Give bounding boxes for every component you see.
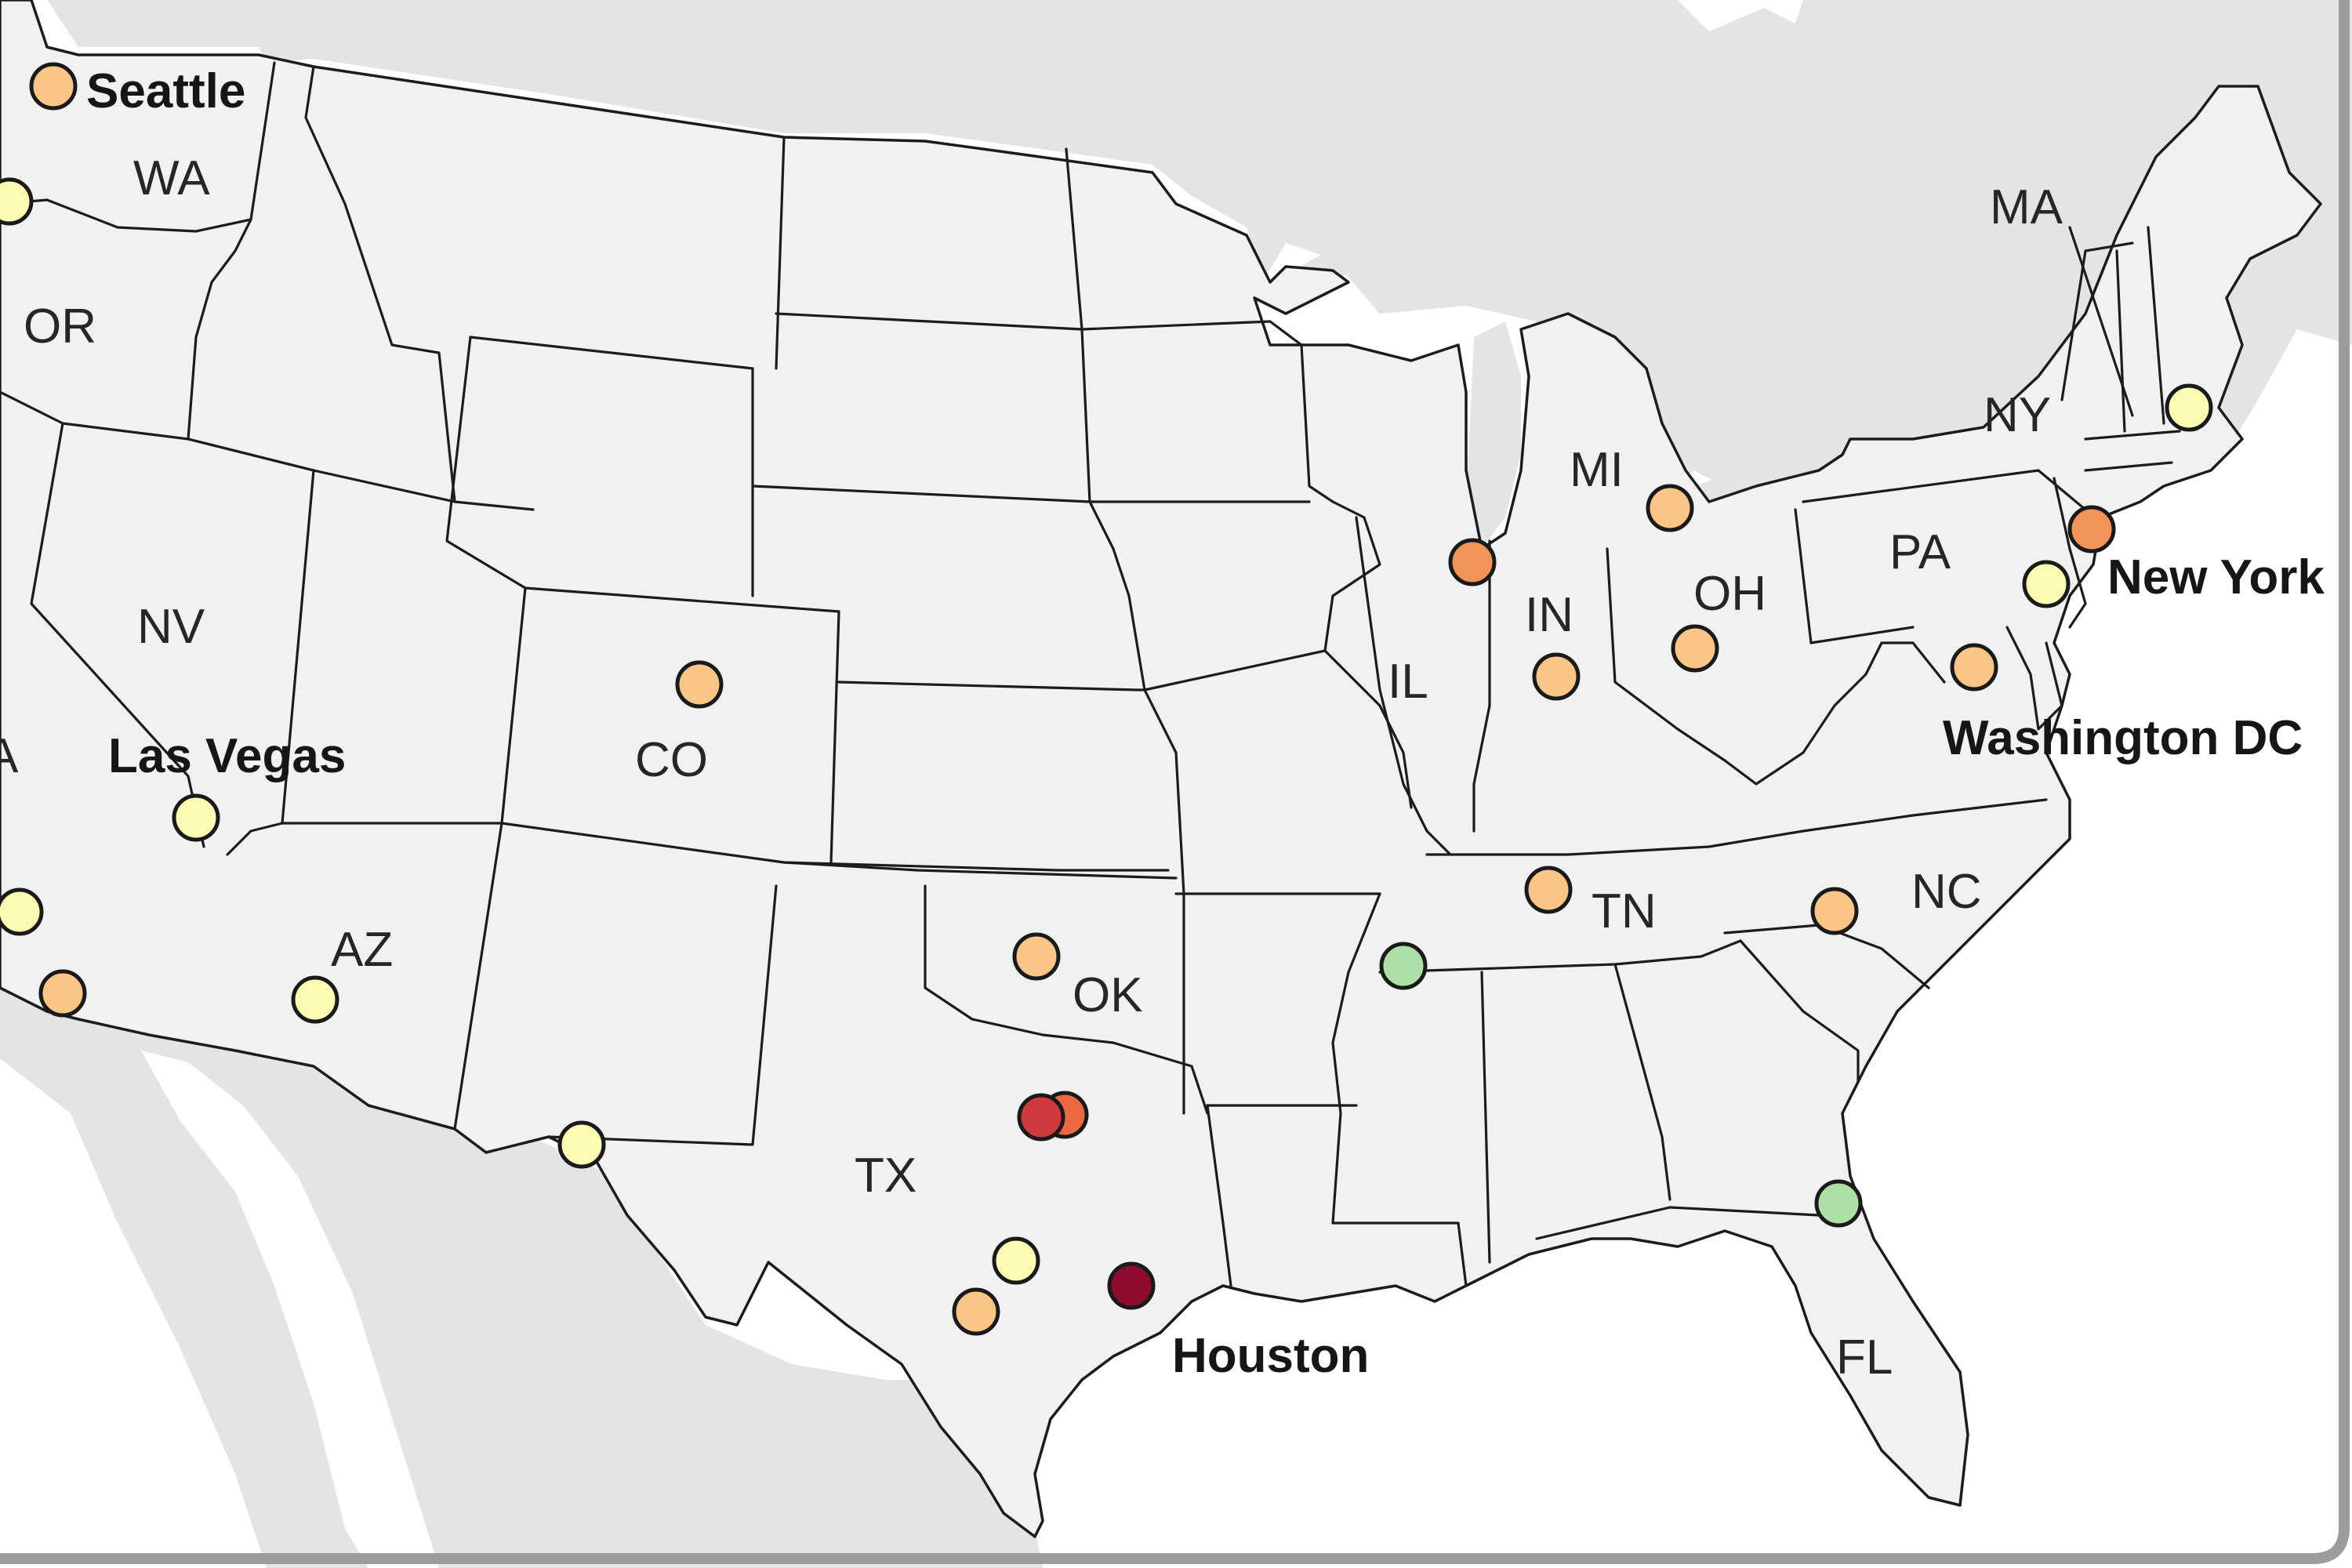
- marker-tn-nashville[interactable]: [1524, 866, 1573, 914]
- marker-ok[interactable]: [1012, 932, 1061, 981]
- marker-il-chicago[interactable]: [1448, 538, 1497, 586]
- marker-tx-west[interactable]: [557, 1120, 606, 1169]
- marker-pa-philly[interactable]: [2022, 560, 2071, 608]
- marker-ca-south[interactable]: [38, 969, 87, 1018]
- state-label-fl: FL: [1836, 1330, 1893, 1385]
- marker-washington-dc[interactable]: [1950, 643, 1998, 691]
- state-label-wa: WA: [133, 151, 210, 205]
- state-label-ok: OK: [1073, 968, 1143, 1022]
- lake-superior: [1286, 196, 1490, 290]
- marker-las-vegas[interactable]: [172, 793, 220, 842]
- marker-seattle[interactable]: [29, 62, 78, 111]
- lake-michigan: [1466, 321, 1521, 549]
- state-label-oh: OH: [1693, 567, 1766, 621]
- state-label-pa: PA: [1889, 525, 1951, 579]
- state-label-nc: NC: [1911, 865, 1982, 919]
- state-label-or: OR: [24, 299, 96, 354]
- marker-co[interactable]: [675, 660, 724, 709]
- state-labels: WA OR NV A AZ CO TX OK IL IN MI OH PA NY…: [0, 151, 2063, 1385]
- state-label-ma: MA: [1990, 180, 2063, 234]
- state-label-az: AZ: [331, 923, 393, 977]
- marker-ma[interactable]: [2165, 383, 2213, 432]
- mexico-land: [0, 925, 1043, 1568]
- state-label-ca: A: [0, 729, 19, 783]
- state-label-tx: TX: [855, 1149, 916, 1203]
- marker-new-york[interactable]: [2067, 505, 2116, 554]
- marker-mi[interactable]: [1646, 484, 1694, 532]
- city-label-washington-dc: Washington DC: [1943, 711, 2303, 765]
- pacific-west-coast: [0, 1058, 267, 1568]
- state-label-nv: NV: [137, 600, 205, 654]
- city-labels: Seattle Las Vegas Houston New York Washi…: [86, 64, 2325, 1383]
- marker-houston[interactable]: [1107, 1261, 1156, 1310]
- marker-az[interactable]: [291, 975, 339, 1024]
- city-label-seattle: Seattle: [86, 64, 245, 118]
- state-label-il: IL: [1388, 655, 1428, 709]
- marker-fl[interactable]: [1814, 1179, 1863, 1228]
- state-borders: [0, 61, 2181, 1287]
- marker-tn-memphis[interactable]: [1379, 942, 1428, 990]
- state-label-in: IN: [1525, 588, 1573, 642]
- gulf-of-california: [141, 1051, 439, 1568]
- city-markers: [0, 62, 2213, 1336]
- canada-land: [0, 0, 2352, 533]
- marker-tx-dallas[interactable]: [1017, 1093, 1065, 1142]
- city-label-las-vegas: Las Vegas: [108, 729, 346, 783]
- marker-wa-west[interactable]: [0, 177, 34, 226]
- marker-in[interactable]: [1532, 652, 1581, 701]
- marker-tx-central[interactable]: [992, 1236, 1040, 1285]
- marker-tx-south[interactable]: [952, 1287, 1000, 1336]
- state-label-mi: MI: [1570, 443, 1624, 497]
- marker-ca-north[interactable]: [0, 887, 44, 936]
- marker-nc[interactable]: [1810, 887, 1859, 935]
- state-label-tn: TN: [1592, 884, 1657, 938]
- marker-oh[interactable]: [1671, 624, 1719, 673]
- city-label-houston: Houston: [1172, 1329, 1369, 1383]
- state-label-ny: NY: [1984, 388, 2051, 442]
- state-label-co: CO: [635, 733, 708, 787]
- city-label-new-york: New York: [2107, 550, 2325, 604]
